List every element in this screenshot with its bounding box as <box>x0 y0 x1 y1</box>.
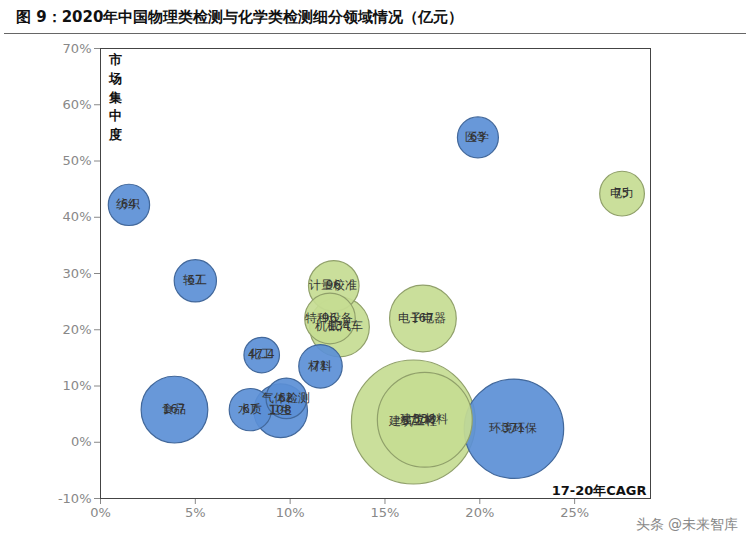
svg-text:特种设备: 特种设备 <box>305 310 354 325</box>
svg-text:环境环保: 环境环保 <box>489 421 537 435</box>
svg-text:10%: 10% <box>63 378 92 393</box>
svg-text:70%: 70% <box>63 41 92 56</box>
svg-text:60%: 60% <box>63 97 92 112</box>
svg-text:0%: 0% <box>90 505 111 520</box>
svg-text:71: 71 <box>312 359 327 373</box>
svg-text:市场集中度: 市场集中度 <box>108 52 122 142</box>
svg-text:10%: 10% <box>276 505 305 520</box>
svg-text:134: 134 <box>327 319 351 334</box>
svg-text:15%: 15% <box>371 505 400 520</box>
svg-text:338: 338 <box>413 412 436 426</box>
svg-text:卫生: 卫生 <box>268 403 292 417</box>
svg-text:47.4: 47.4 <box>248 347 275 361</box>
svg-text:108: 108 <box>269 403 292 417</box>
svg-text:50%: 50% <box>63 153 92 168</box>
svg-text:0%: 0% <box>71 434 92 449</box>
svg-text:371: 371 <box>502 421 525 435</box>
svg-text:医学: 医学 <box>465 130 489 144</box>
svg-text:-10%: -10% <box>58 491 92 506</box>
svg-text:25%: 25% <box>560 505 589 520</box>
html-text:头条 @未来智库: 头条 @未来智库 <box>635 516 738 532</box>
svg-text:20%: 20% <box>63 322 92 337</box>
svg-text:64: 64 <box>121 197 136 211</box>
svg-text:食品: 食品 <box>162 402 186 416</box>
svg-text:96: 96 <box>322 311 337 325</box>
html-text:图 9：2020年中国物理类检测与化学类检测细分领域情况（亿: 图 9：2020年中国物理类检测与化学类检测细分领域情况（亿元） <box>16 8 464 26</box>
svg-text:167: 167 <box>163 402 186 416</box>
svg-text:96: 96 <box>326 278 341 292</box>
svg-text:轻工: 轻工 <box>183 273 207 287</box>
svg-text:20%: 20% <box>465 505 494 520</box>
svg-text:机械汽车: 机械汽车 <box>315 319 363 334</box>
svg-text:气体检测: 气体检测 <box>261 390 310 405</box>
svg-text:电子电器: 电子电器 <box>398 311 446 325</box>
svg-text:30%: 30% <box>63 266 92 281</box>
svg-text:水质: 水质 <box>238 402 262 416</box>
svg-text:167: 167 <box>411 311 434 325</box>
svg-text:40%: 40% <box>63 209 92 224</box>
svg-text:62: 62 <box>278 391 293 405</box>
svg-text:17-20年CAGR: 17-20年CAGR <box>552 483 647 498</box>
svg-text:纺织: 纺织 <box>116 197 140 211</box>
svg-text:电力: 电力 <box>610 186 634 200</box>
svg-text:75: 75 <box>614 186 629 200</box>
svg-text:63: 63 <box>470 130 485 144</box>
svg-text:67: 67 <box>242 402 257 416</box>
svg-text:计量校准: 计量校准 <box>309 278 357 292</box>
svg-text:材料: 材料 <box>307 359 332 373</box>
svg-text:建筑材料: 建筑材料 <box>400 412 449 427</box>
svg-text:67: 67 <box>187 273 202 287</box>
svg-text:5%: 5% <box>185 505 206 520</box>
